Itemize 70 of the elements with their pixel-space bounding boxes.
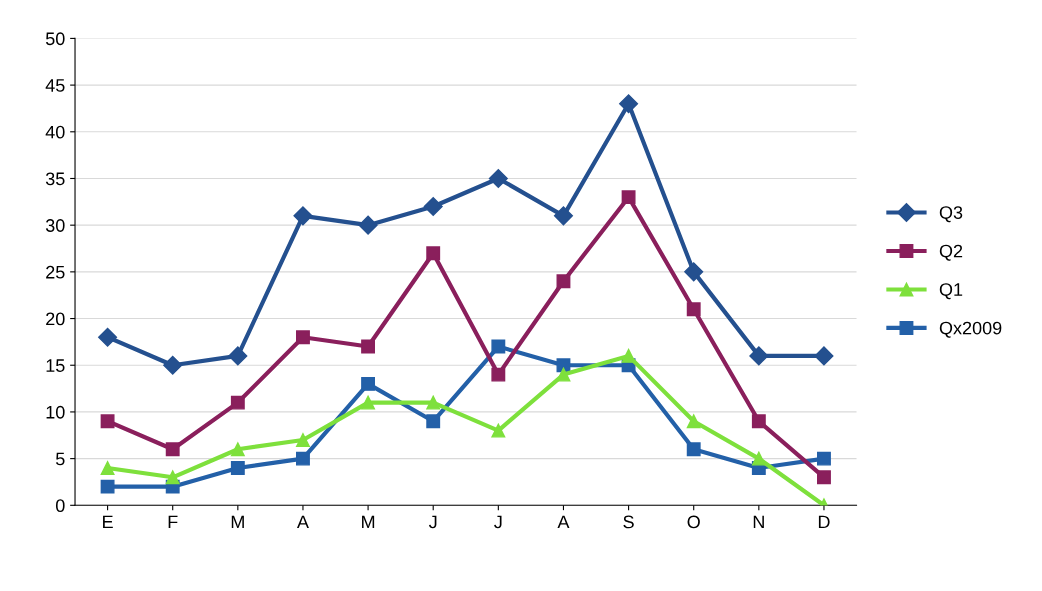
point [100,461,115,475]
point [686,442,701,457]
x-tick-label: M [231,515,244,529]
point [814,346,834,366]
point [621,190,636,205]
point [98,327,118,347]
point [361,339,376,354]
x-tick-label: N [753,515,764,529]
point [361,376,376,391]
point [556,367,571,382]
point [230,461,245,475]
point [488,168,508,189]
point [296,432,310,447]
y-tick-label: 50 [45,32,65,46]
point [228,346,248,366]
y-tick-label: 10 [46,405,65,419]
point [293,206,313,226]
point [230,442,245,457]
point [556,274,571,289]
point [817,470,831,485]
x-tick-label: E [103,515,113,529]
point [491,423,506,438]
point [426,246,441,261]
point [165,470,180,485]
x-tick-label: J [494,515,502,529]
point [426,414,441,429]
x-tick-label: A [296,515,309,529]
point [751,451,766,466]
x-tick-label: O [687,515,700,529]
point [165,442,180,457]
point [100,414,115,429]
point [619,94,639,114]
point [296,330,310,345]
point [751,414,766,429]
point [684,262,704,282]
point [553,206,573,226]
x-tick-label: J [428,515,437,529]
y-tick-label: 45 [45,79,65,92]
y-tick-label: 30 [45,219,65,232]
point [686,414,701,429]
y-tick-label: 0 [55,499,65,513]
point [817,451,831,466]
legend-label: Qx2009 [939,321,1002,338]
point [426,395,441,410]
y-tick-label: 20 [46,312,65,326]
point [423,196,443,217]
point [749,346,769,366]
y-tick-label: 5 [55,452,65,466]
x-tick-label: A [557,515,570,529]
point [686,302,701,317]
point [361,395,376,410]
point [100,479,115,494]
point [358,215,378,235]
y-tick-label: 15 [46,359,65,372]
y-tick-label: 40 [45,125,65,139]
x-tick-label: F [168,515,178,529]
point [230,395,245,410]
point [491,367,506,382]
legend-label: Q1 [939,283,963,300]
point [163,355,183,375]
legend-label: Q3 [939,206,963,223]
point [621,348,636,363]
x-tick-label: M [362,515,375,529]
point [296,451,310,466]
x-tick-label: S [623,515,634,529]
legend-label: Q2 [939,244,963,261]
point [491,339,506,354]
y-tick-label: 35 [45,172,65,186]
x-tick-label: D [818,515,830,529]
y-tick-label: 25 [46,265,65,279]
